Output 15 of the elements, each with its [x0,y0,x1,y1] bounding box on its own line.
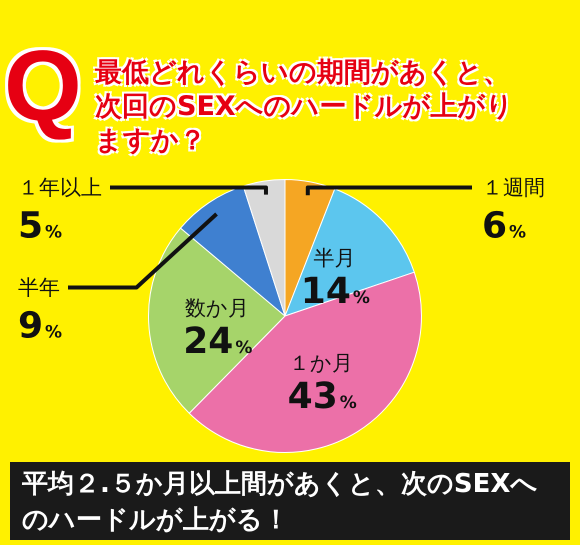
data-label: 14% [300,270,370,312]
text: 平均２.５か月以上間があくと、次のSEXへのハードルが上がる！ [10,462,570,540]
data-label: 24% [183,321,252,362]
text: Q [4,30,82,142]
slice-label: １年以上 [18,176,102,200]
slice-label: 数か月 [184,296,249,320]
slice-label: １か月 [289,350,354,375]
slice-label: １週間 [482,176,545,200]
slice-label: 半年 [18,276,60,300]
slice-label: 半月 [313,246,356,270]
data-label: 5% [18,206,62,246]
data-label: 9% [18,306,62,346]
data-label: 6% [482,206,526,246]
chart-title: 最低どれくらいの期間があくと、次回のSEXへのハードルが上がりますか？ [95,56,515,158]
data-label: 43% [288,376,357,417]
